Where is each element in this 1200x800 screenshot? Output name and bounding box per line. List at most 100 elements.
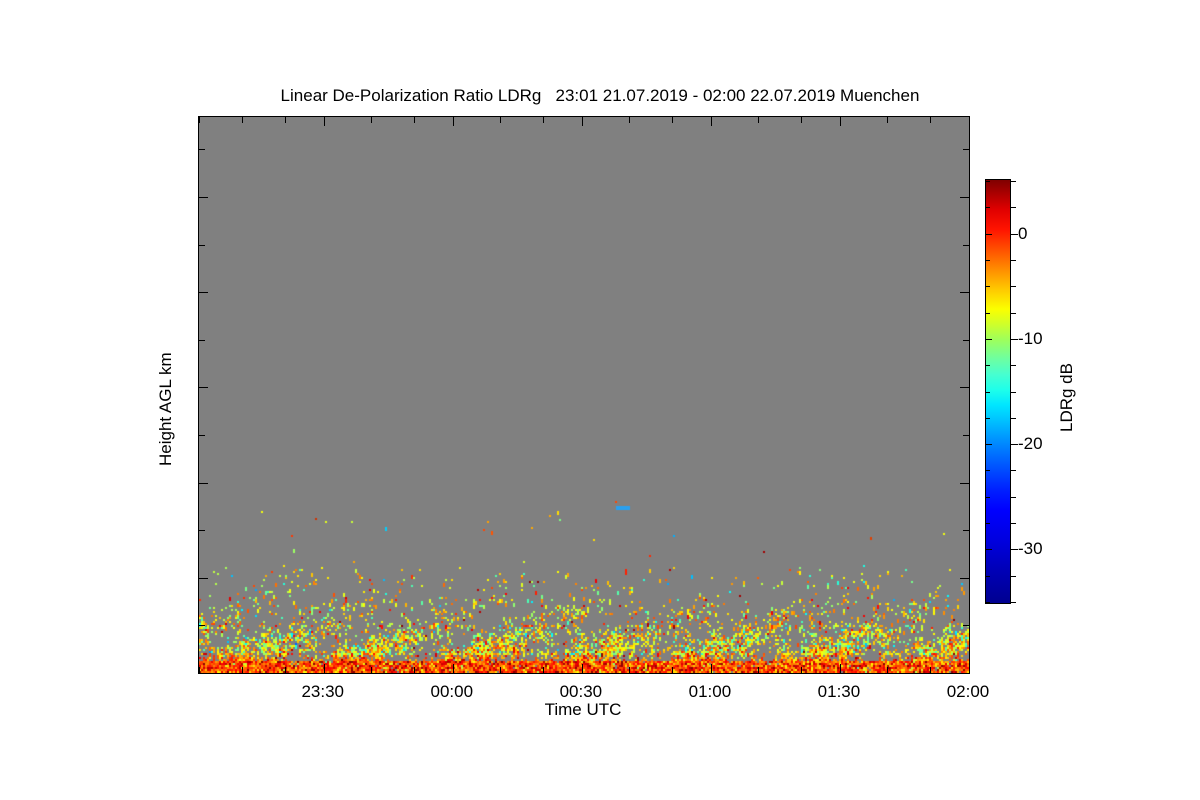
y-axis-tick (199, 625, 205, 627)
y-axis-tick (199, 292, 208, 294)
y-axis-tick (963, 625, 969, 627)
x-axis-tick (543, 667, 545, 673)
y-axis-tick (960, 292, 969, 294)
y-axis-tick (199, 482, 208, 484)
x-axis-tick (453, 673, 454, 674)
x-axis-tick (582, 673, 583, 674)
colorbar-tick (985, 181, 990, 183)
y-axis-tick (960, 577, 969, 579)
colorbar-tick (985, 233, 992, 235)
x-axis-tick (930, 667, 932, 673)
colorbar-tick (985, 496, 990, 498)
x-axis-tick (285, 667, 287, 673)
x-axis-tick (801, 117, 803, 123)
y-axis-tick (963, 434, 969, 436)
colorbar-tick (985, 549, 992, 551)
y-axis-title: Height AGL km (156, 352, 175, 466)
colorbar-tick (1011, 233, 1018, 235)
x-axis-tick (711, 673, 712, 674)
colorbar-tick (1011, 312, 1016, 314)
y-axis-tick (199, 339, 205, 341)
colorbar-tick (1011, 496, 1016, 498)
colorbar-tick (1011, 470, 1016, 472)
y-axis-tick (963, 244, 969, 246)
page-title: Linear De-Polarization Ratio LDRg 23:01 … (280, 86, 920, 105)
x-axis-tick (324, 673, 325, 674)
x-axis-tick (710, 664, 712, 673)
x-axis-tick (758, 117, 760, 123)
x-axis-tick (452, 117, 454, 126)
x-axis-tick (199, 673, 200, 674)
colorbar-tick (985, 338, 992, 340)
colorbar-tick (985, 286, 990, 288)
colorbar-tick (985, 575, 990, 577)
heatmap-canvas (199, 117, 969, 673)
x-axis-tick (672, 117, 674, 123)
colorbar-tick (1011, 522, 1016, 524)
x-axis-tick-label: 01:30 (817, 682, 861, 701)
y-axis-tick (199, 196, 208, 198)
x-axis-tick (581, 117, 583, 126)
x-axis-tick (581, 664, 583, 673)
x-axis-tick (371, 117, 373, 123)
y-axis-tick (199, 244, 205, 246)
colorbar-tick (985, 470, 990, 472)
x-axis-tick (414, 673, 415, 674)
colorbar-tick (1011, 207, 1016, 209)
y-axis-tick (199, 530, 205, 532)
x-axis-tick (242, 673, 243, 674)
y-axis-tick (199, 387, 208, 389)
x-axis-tick (629, 117, 631, 123)
x-axis-tick (323, 117, 325, 126)
colorbar-tick-label: 0 (1018, 223, 1028, 243)
x-axis-tick (500, 673, 501, 674)
x-axis-tick (414, 667, 416, 673)
x-axis-tick-label: 02:00 (946, 682, 990, 701)
x-axis-tick (969, 664, 970, 673)
y-axis-tick (963, 149, 969, 151)
x-axis-tick (672, 673, 673, 674)
colorbar-tick (985, 522, 990, 524)
x-axis-tick (242, 117, 244, 123)
colorbar-tick (985, 312, 990, 314)
y-axis-tick (199, 149, 205, 151)
plot-area[interactable] (198, 116, 970, 674)
colorbar-tick (1011, 260, 1016, 261)
x-axis-tick-label: 23:30 (301, 682, 344, 701)
x-axis-tick (500, 117, 502, 123)
colorbar-tick (1011, 338, 1018, 340)
x-axis-tick (285, 673, 286, 674)
colorbar[interactable]: 0 -10 -20 -30 (985, 179, 1043, 604)
x-axis-tick (285, 117, 287, 123)
colorbar-tick (1011, 575, 1016, 577)
colorbar-tick (985, 417, 990, 419)
colorbar-tick (1011, 365, 1016, 367)
x-axis-tick (887, 117, 889, 123)
colorbar-tick (1011, 417, 1016, 419)
x-axis-tick (543, 117, 545, 123)
x-axis-tick-label: 00:30 (559, 682, 603, 701)
y-axis-tick (960, 196, 969, 198)
colorbar-tick (1011, 391, 1016, 393)
colorbar-tick (985, 391, 990, 393)
y-axis-tick (963, 339, 969, 341)
x-axis-tick (629, 667, 631, 673)
x-axis-tick (930, 117, 932, 123)
y-axis-tick (960, 482, 969, 484)
x-axis-tick (969, 673, 970, 674)
x-axis-tick (672, 667, 674, 673)
colorbar-tick-label: -20 (1018, 434, 1043, 454)
x-axis-tick (887, 667, 889, 673)
x-axis-title: Time UTC (544, 700, 622, 719)
x-axis-tick (801, 667, 803, 673)
y-axis-tick (960, 387, 969, 389)
x-axis-tick (543, 673, 544, 674)
colorbar-tick (985, 207, 990, 209)
y-axis-tick (199, 577, 208, 579)
colorbar-tick (1011, 601, 1016, 603)
x-axis-tick (371, 673, 372, 674)
x-axis-tick (371, 667, 373, 673)
x-axis-tick (710, 117, 712, 126)
colorbar-tick (985, 260, 990, 261)
colorbar-tick (1011, 181, 1016, 183)
